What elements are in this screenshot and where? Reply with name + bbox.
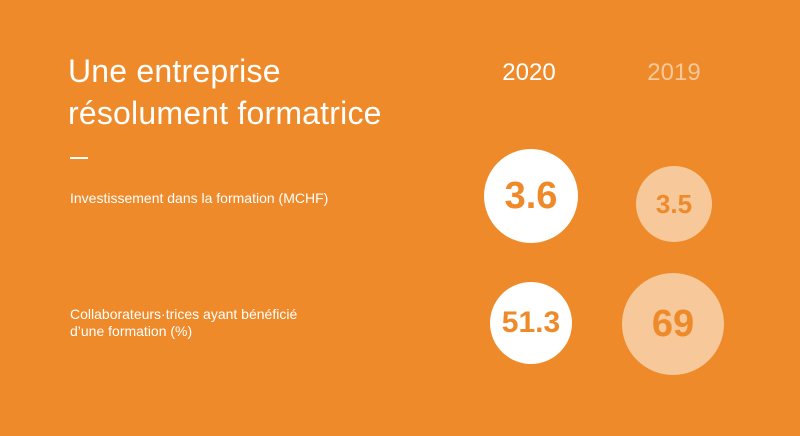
row-label-trained-employees-line-1: Collaborateurs·trices ayant bénéficié [70, 306, 298, 322]
year-previous-header: 2019 [647, 59, 701, 86]
title-divider [70, 157, 88, 159]
row-label-training-investment: Investissement dans la formation (MCHF) [70, 190, 329, 206]
title-line-2: résolument formatrice [68, 95, 382, 131]
row-label-trained-employees: Collaborateurs·trices ayant bénéficié d’… [70, 306, 350, 340]
value-circle-2019-trained: 69 [622, 273, 724, 375]
row-label-trained-employees-line-2: d’une formation (%) [70, 323, 193, 339]
value-2019-investment: 3.5 [655, 188, 693, 219]
title-line-1: Une entreprise [68, 53, 281, 89]
value-2020-investment: 3.6 [504, 174, 558, 217]
value-2019-trained: 69 [651, 302, 695, 345]
value-circle-2020-trained: 51.3 [490, 282, 572, 364]
year-current-header: 2020 [502, 59, 556, 86]
value-circle-2019-investment: 3.5 [636, 166, 712, 242]
page-title: Une entreprise résolument formatrice [68, 50, 382, 134]
value-circle-2020-investment: 3.6 [484, 149, 578, 243]
value-2020-trained: 51.3 [501, 306, 561, 339]
